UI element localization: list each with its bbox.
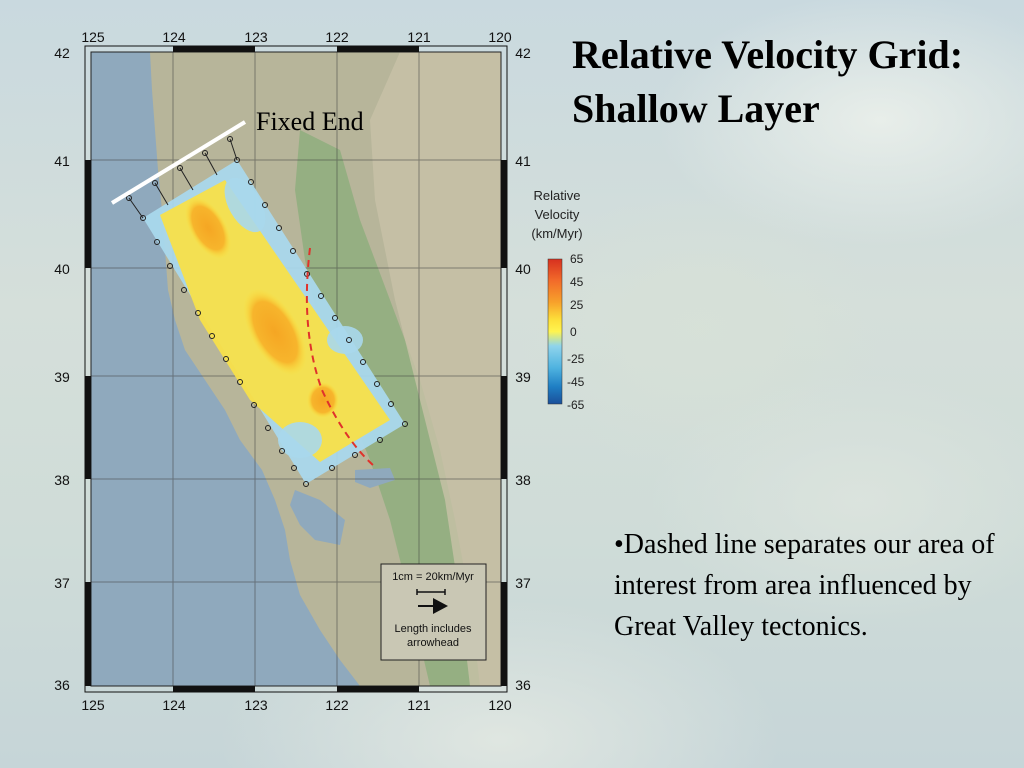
colorbar-title-line: Relative	[534, 188, 581, 203]
top-lon-label: 121	[407, 29, 431, 45]
colorbar-tick: 65	[570, 252, 584, 266]
right-lat-label: 36	[515, 677, 531, 693]
right-lat-label: 41	[515, 153, 531, 169]
right-lat-label: 37	[515, 575, 531, 591]
frame-ticks	[85, 46, 507, 692]
colorbar-tick: -45	[567, 375, 585, 389]
colorbar-title-line: (km/Myr)	[531, 226, 582, 241]
map-area	[91, 52, 501, 686]
left-lat-label: 38	[54, 472, 70, 488]
left-lat-label: 41	[54, 153, 70, 169]
right-lat-label: 38	[515, 472, 531, 488]
colorbar-ramp	[547, 258, 563, 405]
colorbar-title-line: Velocity	[535, 207, 580, 222]
grid-nodes	[126, 136, 408, 487]
left-lat-label: 37	[54, 575, 70, 591]
cool-spot-south	[278, 422, 322, 458]
fixed-end-label: Fixed End	[256, 107, 364, 136]
bottom-lon-label: 120	[488, 697, 512, 713]
left-latitude-labels: 42 41 40 39 38 37 36	[54, 45, 70, 693]
top-lon-label: 120	[488, 29, 512, 45]
colorbar-tick: 25	[570, 298, 584, 312]
sierra-mountains	[370, 52, 501, 686]
bottom-lon-label: 125	[81, 697, 105, 713]
great-valley-boundary-line	[305, 247, 375, 467]
bay-water	[290, 490, 345, 545]
right-lat-label: 39	[515, 369, 531, 385]
left-lat-label: 40	[54, 261, 70, 277]
scale-note-line: arrowhead	[407, 637, 459, 649]
cool-spot-north	[224, 177, 266, 233]
map-frame	[90, 51, 502, 687]
top-lon-label: 124	[162, 29, 186, 45]
fixed-end-ties	[128, 138, 238, 219]
scale-text: 1cm = 20km/Myr	[392, 571, 474, 583]
slide-title: Relative Velocity Grid: Shallow Layer	[572, 32, 964, 131]
top-lon-label: 123	[244, 29, 268, 45]
left-lat-label: 36	[54, 677, 70, 693]
hot-spot-north	[184, 197, 232, 259]
bottom-lon-label: 123	[244, 697, 268, 713]
colorbar-tick: 0	[570, 325, 577, 339]
right-lat-label: 40	[515, 261, 531, 277]
top-longitude-labels: 125 124 123 122 121 120	[81, 29, 512, 45]
colorbar-tick: -25	[567, 352, 585, 366]
frame-outline	[84, 45, 508, 693]
bottom-lon-label: 122	[325, 697, 349, 713]
hot-spot-central	[243, 288, 307, 376]
scale-note-line: Length includes	[394, 623, 472, 635]
left-lat-label: 42	[54, 45, 70, 61]
scale-arrow-icon	[433, 598, 448, 614]
right-latitude-labels: 42 41 40 39 38 37 36	[515, 45, 531, 693]
bottom-longitude-labels: 125 124 123 122 121 120	[81, 697, 512, 713]
slide-bullet: •Dashed line separates our area of inter…	[614, 529, 995, 642]
colorbar-tick: -65	[567, 398, 585, 412]
colorbar-legend: Relative Velocity (km/Myr) 65 45 25 0 -2…	[531, 188, 584, 412]
right-lat-label: 42	[515, 45, 531, 61]
left-lat-label: 39	[54, 369, 70, 385]
cool-spot-east	[327, 326, 363, 354]
delta-water	[355, 468, 395, 488]
velocity-grid	[126, 136, 408, 487]
bottom-lon-label: 121	[407, 697, 431, 713]
hot-spot-south	[307, 382, 339, 418]
top-lon-label: 122	[325, 29, 349, 45]
colorbar-tick: 45	[570, 275, 584, 289]
fixed-end-line	[110, 120, 247, 205]
bottom-lon-label: 124	[162, 697, 186, 713]
scale-box: 1cm = 20km/Myr Length includes arrowhead	[380, 563, 487, 661]
top-lon-label: 125	[81, 29, 105, 45]
